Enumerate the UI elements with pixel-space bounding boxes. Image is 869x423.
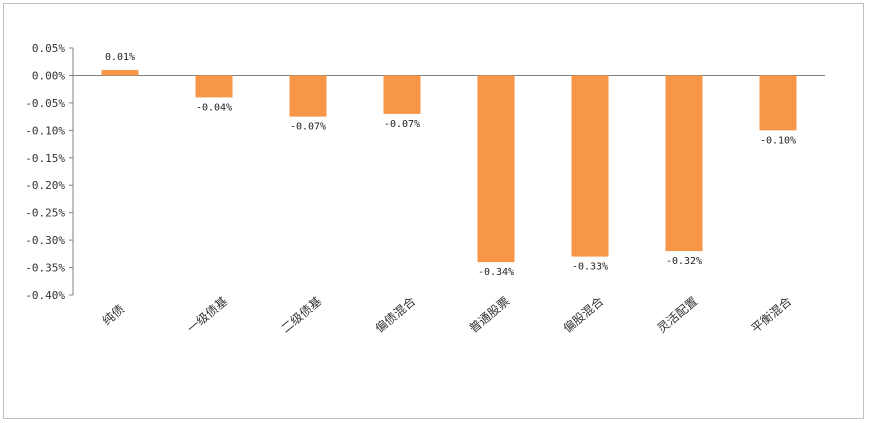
data-label: -0.33% bbox=[572, 262, 608, 273]
category-label: 纯债 bbox=[100, 302, 127, 328]
category-label: 普通股票 bbox=[467, 294, 513, 336]
data-label: -0.34% bbox=[478, 267, 514, 278]
data-label: 0.01% bbox=[105, 52, 135, 63]
data-label: -0.07% bbox=[384, 119, 420, 130]
y-tick-label: -0.30% bbox=[25, 234, 65, 247]
y-tick-label: 0.05% bbox=[32, 42, 65, 55]
bar bbox=[383, 75, 421, 114]
y-tick-label: -0.40% bbox=[25, 289, 65, 302]
bar bbox=[571, 75, 609, 257]
category-label: 平衡混合 bbox=[748, 293, 794, 335]
data-label: -0.07% bbox=[290, 122, 326, 133]
bar bbox=[289, 75, 327, 117]
y-tick-label: -0.10% bbox=[25, 124, 65, 137]
data-label: -0.32% bbox=[666, 256, 702, 267]
bar bbox=[665, 75, 703, 252]
bar bbox=[101, 69, 139, 76]
category-label: 二级债基 bbox=[279, 294, 325, 336]
data-label: -0.04% bbox=[196, 102, 232, 113]
y-tick-label: -0.05% bbox=[25, 97, 65, 110]
bar bbox=[759, 75, 797, 131]
y-tick-label: -0.35% bbox=[25, 262, 65, 275]
y-tick-label: 0.00% bbox=[32, 69, 65, 82]
y-tick-label: -0.25% bbox=[25, 207, 65, 220]
bar bbox=[477, 75, 515, 263]
category-label: 偏债混合 bbox=[372, 293, 418, 335]
category-label: 偏股混合 bbox=[560, 293, 606, 335]
category-label: 灵活配置 bbox=[655, 294, 701, 336]
bar bbox=[195, 75, 233, 98]
chart-frame bbox=[3, 3, 864, 419]
y-tick-label: -0.15% bbox=[25, 152, 65, 165]
y-tick-label: -0.20% bbox=[25, 179, 65, 192]
category-label: 一级债基 bbox=[185, 294, 231, 336]
data-label: -0.10% bbox=[760, 135, 796, 146]
